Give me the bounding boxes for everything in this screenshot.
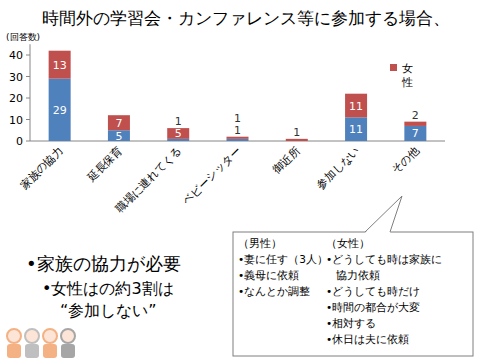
data-label: 1 <box>234 124 241 137</box>
y-tick <box>26 98 30 99</box>
data-label: 1 <box>175 115 182 128</box>
callout-box <box>233 232 473 356</box>
category-label: 職場に連れてくる <box>113 144 184 215</box>
data-label: 13 <box>53 59 67 72</box>
y-tick-label: 20 <box>9 92 23 105</box>
y-tick-label: 10 <box>9 114 23 127</box>
summary-sub: “参加しない” <box>60 301 157 320</box>
y-tick <box>26 119 30 120</box>
y-tick-label: 40 <box>9 49 23 62</box>
bar <box>404 122 426 126</box>
callout-item: •どうしても時だけ <box>326 285 420 298</box>
callout-item: •義母に依頼 <box>238 269 299 281</box>
bar <box>108 115 130 130</box>
category-label: その他 <box>389 144 422 177</box>
summary-heading: •家族の協力が必要 <box>26 253 181 274</box>
category-label: 延長保育 <box>84 144 125 185</box>
bar <box>286 139 308 141</box>
figure-head <box>7 329 21 343</box>
callout-item: •休日は夫に依頼 <box>326 333 409 345</box>
category-label: ベビーシッター <box>180 144 244 208</box>
figure-head <box>25 329 39 343</box>
callout-heading: （男性） <box>238 237 282 249</box>
data-label: 5 <box>175 127 182 140</box>
category-label: 参加しない <box>314 144 362 192</box>
summary-sub: •女性はの約3割は <box>42 279 174 298</box>
bars <box>49 51 427 141</box>
callout-tail <box>365 196 402 232</box>
callout-tail-fill <box>365 196 402 233</box>
data-label: 1 <box>293 126 300 139</box>
data-label: 29 <box>53 104 67 117</box>
data-label: 1 <box>234 112 241 125</box>
figure-head <box>61 329 75 343</box>
callout-item: •なんとか調整 <box>238 285 310 297</box>
callout-item: •時間の都合が大変 <box>326 301 420 313</box>
legend-char: 性 <box>401 76 413 89</box>
bar <box>345 117 367 141</box>
bar <box>227 139 249 141</box>
data-labels: 29135751111111172 <box>53 59 419 143</box>
data-label: 11 <box>349 123 363 136</box>
callout-item: •妻に任す（3人） <box>238 253 328 266</box>
y-tick <box>26 141 30 142</box>
y-tick-label: 0 <box>16 135 23 148</box>
data-label: 7 <box>412 127 419 140</box>
legend-swatch <box>390 64 397 71</box>
title: 時間外の学習会・カンファレンス等に参加する場合、 <box>42 8 450 28</box>
legend-label: 女性 <box>401 62 413 89</box>
y-tick <box>26 55 30 56</box>
bar <box>49 79 71 141</box>
category-label: 家族の協力 <box>18 144 66 192</box>
category-label: 御近所 <box>270 144 303 177</box>
callout-heading: （女性） <box>326 237 370 249</box>
figure-body <box>25 344 39 358</box>
callout-item: •どうしても時は家族に <box>326 253 442 266</box>
data-label: 2 <box>412 109 419 122</box>
data-label: 5 <box>115 130 122 143</box>
y-tick-label: 30 <box>9 71 23 84</box>
legend-char: 女 <box>402 62 413 75</box>
callout-item: •相対する <box>326 317 376 330</box>
figure-body <box>43 344 57 358</box>
y-label: (回答数) <box>6 32 40 42</box>
callout-item: 協力依頼 <box>336 269 380 281</box>
bar <box>345 94 367 118</box>
bar <box>49 51 71 79</box>
figure-body <box>7 344 21 358</box>
figure-body <box>61 344 75 358</box>
data-label: 7 <box>115 117 122 130</box>
bar <box>227 137 249 139</box>
bar <box>404 126 426 141</box>
figure-head <box>43 329 57 343</box>
data-label: 11 <box>349 100 363 113</box>
y-tick <box>26 76 30 77</box>
y-axis <box>30 44 31 141</box>
slide: 時間外の学習会・カンファレンス等に参加する場合、(回答数) 0 10 20 30 40 家族… <box>0 0 480 360</box>
